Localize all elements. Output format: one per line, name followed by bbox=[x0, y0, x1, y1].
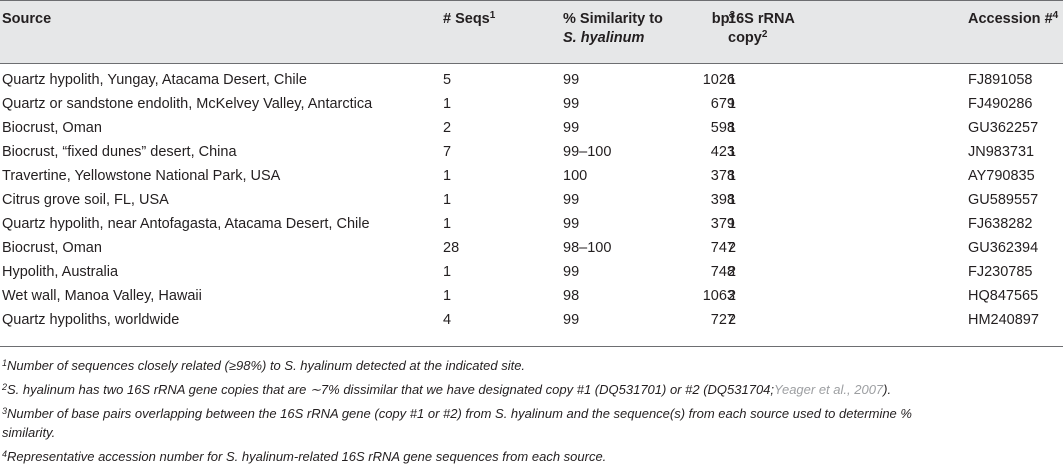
header-copy: 16S rRNA copy2 bbox=[728, 11, 795, 46]
cell-accession: HM240897 bbox=[968, 312, 1039, 328]
cell-bp: 748 bbox=[710, 264, 735, 280]
cell-bp: 398 bbox=[710, 192, 735, 208]
cell-seqs: 28 bbox=[443, 240, 460, 256]
header-source: Source bbox=[2, 11, 52, 27]
cell-accession: FJ490286 bbox=[968, 96, 1033, 112]
cell-similarity: 99 bbox=[563, 264, 580, 280]
cell-accession: FJ891058 bbox=[968, 72, 1033, 88]
cell-copy: 1 bbox=[728, 120, 737, 136]
cell-bp: 1026 bbox=[702, 72, 735, 88]
cell-copy: 1 bbox=[728, 216, 737, 232]
header-seqs: # Seqs1 bbox=[443, 10, 496, 28]
cell-bp: 598 bbox=[710, 120, 735, 136]
cell-bp: 679 bbox=[710, 96, 735, 112]
cell-seqs: 5 bbox=[443, 72, 452, 88]
cell-similarity: 99 bbox=[563, 216, 580, 232]
cell-similarity: 99 bbox=[563, 120, 580, 136]
table-row: Quartz or sandstone endolith, McKelvey V… bbox=[0, 92, 1063, 116]
cell-copy: 1 bbox=[728, 168, 737, 184]
footnote-1: 1Number of sequences closely related (≥9… bbox=[2, 358, 526, 373]
cell-seqs: 1 bbox=[443, 216, 452, 232]
cell-source: Quartz hypolith, Yungay, Atacama Desert,… bbox=[2, 72, 307, 88]
table-row: Biocrust, Oman 28 98–100 2 747 GU362394 bbox=[0, 236, 1063, 260]
cell-accession: GU362257 bbox=[968, 120, 1039, 136]
footnote-3: 3Number of base pairs overlapping betwee… bbox=[2, 406, 912, 440]
cell-accession: AY790835 bbox=[968, 168, 1035, 184]
cell-copy: 2 bbox=[728, 312, 737, 328]
cell-copy: 1 bbox=[728, 96, 737, 112]
cell-accession: HQ847565 bbox=[968, 288, 1039, 304]
cell-similarity: 99 bbox=[563, 96, 580, 112]
cell-source: Biocrust, “fixed dunes” desert, China bbox=[2, 144, 237, 160]
cell-similarity: 99 bbox=[563, 312, 580, 328]
header-similarity: % Similarity to S. hyalinum bbox=[563, 11, 663, 46]
cell-source: Travertine, Yellowstone National Park, U… bbox=[2, 168, 281, 184]
cell-similarity: 99–100 bbox=[563, 144, 612, 160]
cell-source: Biocrust, Oman bbox=[2, 120, 102, 136]
cell-bp: 1063 bbox=[702, 288, 735, 304]
cell-seqs: 1 bbox=[443, 168, 452, 184]
cell-seqs: 1 bbox=[443, 288, 452, 304]
cell-copy: 1 bbox=[728, 72, 737, 88]
cell-source: Biocrust, Oman bbox=[2, 240, 102, 256]
cell-seqs: 2 bbox=[443, 120, 452, 136]
cell-bp: 423 bbox=[710, 144, 735, 160]
cell-bp: 727 bbox=[710, 312, 735, 328]
cell-accession: FJ230785 bbox=[968, 264, 1033, 280]
cell-similarity: 99 bbox=[563, 72, 580, 88]
cell-seqs: 1 bbox=[443, 192, 452, 208]
cell-source: Citrus grove soil, FL, USA bbox=[2, 192, 169, 208]
table-row: Wet wall, Manoa Valley, Hawaii 1 98 2 10… bbox=[0, 284, 1063, 308]
cell-copy: 2 bbox=[728, 240, 737, 256]
cell-bp: 379 bbox=[710, 216, 735, 232]
cell-similarity: 98 bbox=[563, 288, 580, 304]
table-row: Quartz hypoliths, worldwide 4 99 2 727 H… bbox=[0, 308, 1063, 332]
cell-accession: FJ638282 bbox=[968, 216, 1033, 232]
cell-bp: 378 bbox=[710, 168, 735, 184]
cell-copy: 1 bbox=[728, 144, 737, 160]
table-row: Citrus grove soil, FL, USA 1 99 1 398 GU… bbox=[0, 188, 1063, 212]
cell-copy: 2 bbox=[728, 264, 737, 280]
table-row: Quartz hypolith, near Antofagasta, Ataca… bbox=[0, 212, 1063, 236]
cell-seqs: 1 bbox=[443, 264, 452, 280]
cell-source: Quartz or sandstone endolith, McKelvey V… bbox=[2, 96, 373, 112]
table-header: Source # Seqs1 % Similarity to S. hyalinu… bbox=[0, 0, 1063, 64]
cell-bp: 747 bbox=[710, 240, 735, 256]
cell-seqs: 7 bbox=[443, 144, 452, 160]
cell-seqs: 4 bbox=[443, 312, 452, 328]
cell-accession: GU589557 bbox=[968, 192, 1039, 208]
cell-copy: 1 bbox=[728, 192, 737, 208]
table-row: Biocrust, Oman 2 99 1 598 GU362257 bbox=[0, 116, 1063, 140]
cell-similarity: 100 bbox=[563, 168, 588, 184]
cell-source: Quartz hypoliths, worldwide bbox=[2, 312, 180, 328]
table-row: Quartz hypolith, Yungay, Atacama Desert,… bbox=[0, 68, 1063, 92]
cell-copy: 2 bbox=[728, 288, 737, 304]
cell-similarity: 98–100 bbox=[563, 240, 612, 256]
table-row: Travertine, Yellowstone National Park, U… bbox=[0, 164, 1063, 188]
cell-source: Wet wall, Manoa Valley, Hawaii bbox=[2, 288, 202, 304]
citation-link[interactable]: Yeager et al., 2007 bbox=[774, 382, 884, 397]
table-bottom-rule bbox=[0, 346, 1063, 347]
footnote-2: 2S. hyalinum has two 16S rRNA gene copie… bbox=[2, 382, 892, 397]
cell-seqs: 1 bbox=[443, 96, 452, 112]
cell-similarity: 99 bbox=[563, 192, 580, 208]
cell-accession: GU362394 bbox=[968, 240, 1039, 256]
cell-accession: JN983731 bbox=[968, 144, 1035, 160]
header-accession: Accession #4 bbox=[968, 10, 1059, 28]
footnote-4: 4Representative accession number for S. … bbox=[2, 449, 607, 464]
cell-source: Quartz hypolith, near Antofagasta, Ataca… bbox=[2, 216, 370, 232]
header-bp: bp3 bbox=[711, 10, 735, 28]
table-row: Hypolith, Australia 1 99 2 748 FJ230785 bbox=[0, 260, 1063, 284]
cell-source: Hypolith, Australia bbox=[2, 264, 119, 280]
table-row: Biocrust, “fixed dunes” desert, China 7 … bbox=[0, 140, 1063, 164]
